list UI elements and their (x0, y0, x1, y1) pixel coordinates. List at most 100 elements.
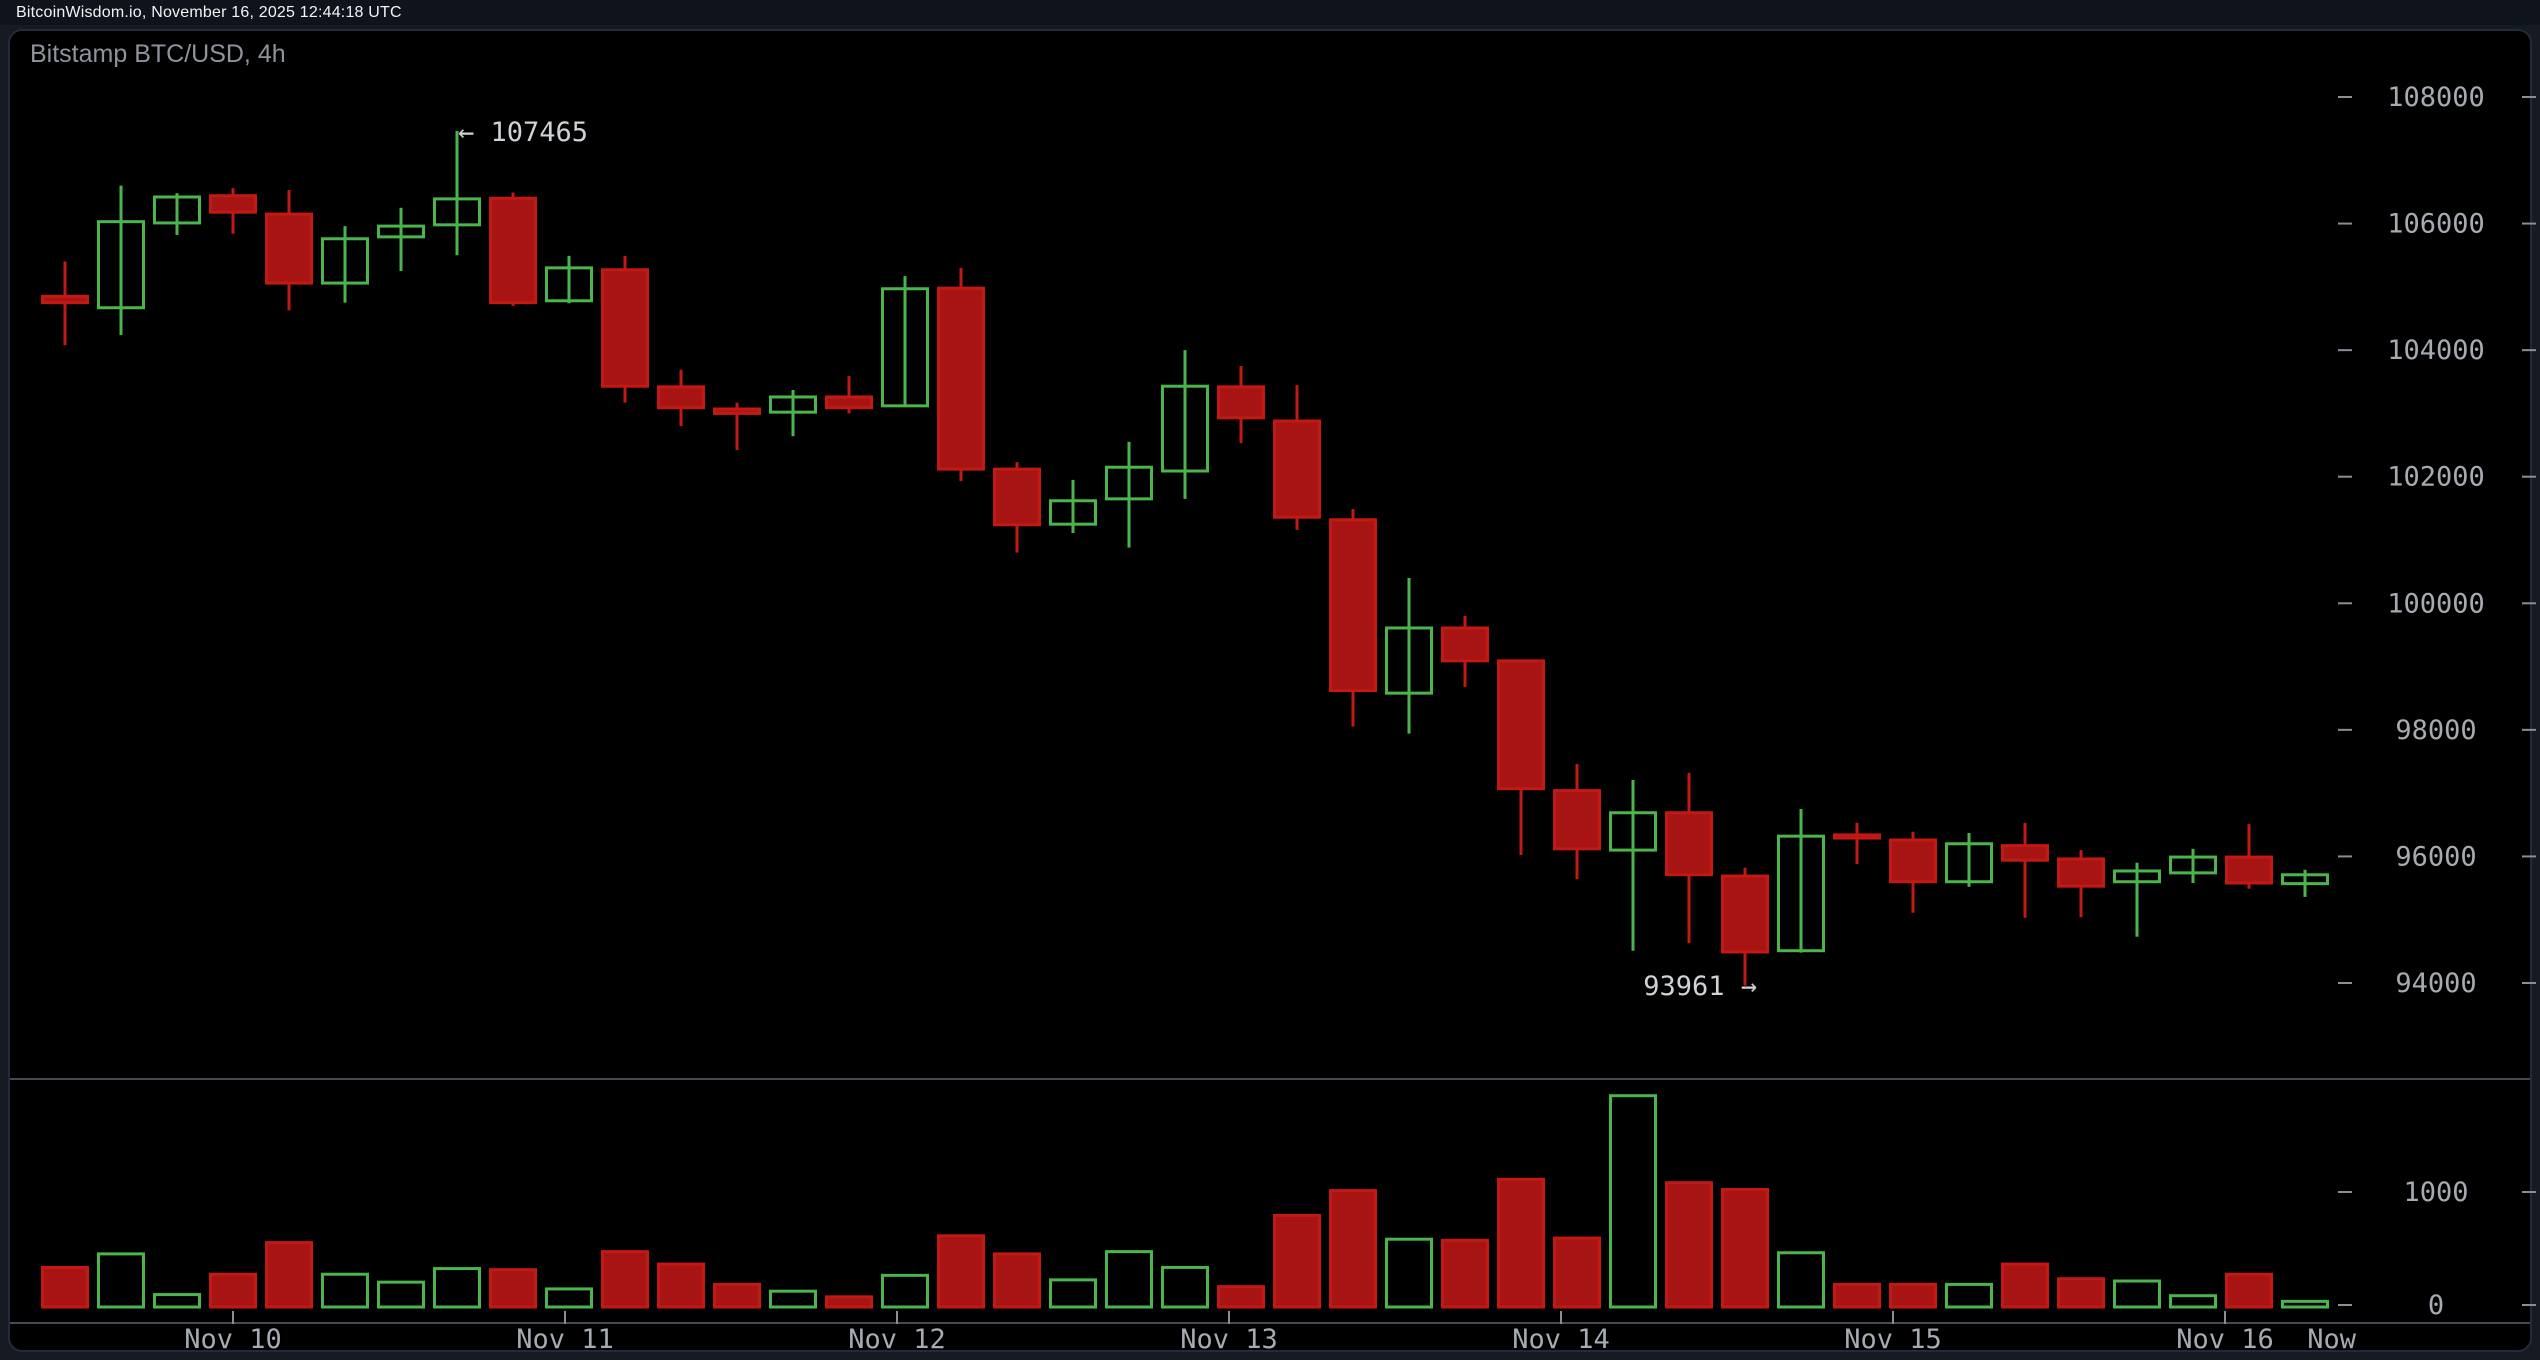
low-price-annotation: 93961 → (1643, 971, 1757, 1002)
volume-bar (209, 1272, 257, 1309)
price-axis-label: 98000 (2395, 715, 2476, 746)
volume-axis-label: 1000 (2403, 1177, 2468, 1208)
volume-bar (321, 1272, 369, 1309)
candle-body (209, 194, 257, 214)
volume-bar (1329, 1189, 1377, 1309)
candle-body (377, 224, 425, 239)
chart-generated-layer: 108000 106000 104000 102000 100000 98000 96000… (10, 82, 2536, 1355)
candle-body (881, 287, 929, 408)
candle-body (1161, 384, 1209, 473)
price-axis-label: 104000 (2387, 335, 2485, 366)
candle-body (2057, 857, 2105, 888)
volume-bar (2057, 1277, 2105, 1309)
volume-bar (1833, 1282, 1881, 1309)
candle-body (769, 395, 817, 414)
volume-bar (377, 1280, 425, 1309)
volume-bar (1777, 1251, 1825, 1309)
candle-body (1441, 626, 1489, 663)
candle-body (433, 197, 481, 227)
volume-axis-label: 0 (2428, 1290, 2444, 1321)
candle-body (825, 395, 873, 410)
candle-body (97, 220, 145, 310)
volume-bar (97, 1252, 145, 1309)
candle-body (1777, 834, 1825, 953)
candle-body (1385, 626, 1433, 695)
candle-body (937, 286, 985, 471)
candle-body (545, 266, 593, 303)
volume-bar (2169, 1294, 2217, 1309)
candle-body (657, 385, 705, 410)
candle-body (1945, 842, 1993, 884)
price-axis-label: 96000 (2395, 841, 2476, 872)
volume-bar (1217, 1285, 1265, 1309)
date-label: Nov 12 (848, 1324, 946, 1355)
date-label: Nov 10 (184, 1324, 282, 1355)
volume-bar (1441, 1238, 1489, 1309)
date-label: Nov 11 (516, 1324, 614, 1355)
status-bar: BitcoinWisdom.io, November 16, 2025 12:4… (0, 0, 2540, 25)
volume-bar (769, 1289, 817, 1309)
volume-bar (2001, 1262, 2049, 1309)
date-label: Nov 15 (1844, 1324, 1942, 1355)
candle-body (1609, 811, 1657, 852)
volume-bar (1945, 1282, 1993, 1309)
candle-body (1497, 659, 1545, 791)
candle-body (153, 195, 201, 225)
date-label: Nov 14 (1512, 1324, 1610, 1355)
volume-bar (1273, 1213, 1321, 1309)
volume-bar (601, 1250, 649, 1309)
volume-bar (713, 1282, 761, 1309)
high-price-annotation: ← 107465 (458, 117, 588, 148)
volume-bar (1497, 1177, 1545, 1309)
candle-body (321, 237, 369, 285)
candle-body (2169, 855, 2217, 875)
candle-body (1049, 499, 1097, 526)
price-axis-label: 102000 (2387, 462, 2485, 493)
candle-body (1665, 811, 1713, 877)
candle-body (1721, 874, 1769, 954)
candle-body (2001, 844, 2049, 862)
volume-bar (1161, 1265, 1209, 1309)
volume-bar (937, 1234, 985, 1309)
volume-bar (2225, 1272, 2273, 1309)
volume-bar (1049, 1278, 1097, 1309)
volume-bar (825, 1295, 873, 1309)
volume-bar (657, 1262, 705, 1309)
volume-bar (433, 1267, 481, 1309)
volume-bar (881, 1273, 929, 1309)
volume-bar (489, 1268, 537, 1309)
chart-container (8, 29, 2532, 1352)
date-label: Nov 13 (1180, 1324, 1278, 1355)
price-axis-label: 94000 (2395, 968, 2476, 999)
candle-body (1273, 419, 1321, 519)
date-label: Nov 16 (2176, 1324, 2274, 1355)
candle-body (1889, 838, 1937, 884)
volume-bar (1665, 1181, 1713, 1309)
volume-bar (1889, 1282, 1937, 1309)
volume-bar (1721, 1187, 1769, 1309)
volume-bar (2281, 1299, 2329, 1309)
candle-body (2281, 873, 2329, 886)
candle-body (265, 212, 313, 285)
price-axis-label: 100000 (2387, 588, 2485, 619)
candle-body (1105, 465, 1153, 501)
candle-body (601, 268, 649, 388)
candle-body (1217, 385, 1265, 420)
volume-bar (153, 1293, 201, 1309)
price-axis-label: 106000 (2387, 209, 2485, 240)
volume-bar (1609, 1094, 1657, 1309)
volume-bar (993, 1252, 1041, 1309)
page-title: Bitstamp BTC/USD, 4h (30, 40, 286, 68)
candle-body (2113, 869, 2161, 884)
volume-bar (41, 1265, 89, 1309)
status-bar-text: BitcoinWisdom.io, November 16, 2025 12:4… (16, 4, 402, 21)
volume-bar (1553, 1236, 1601, 1309)
candle-body (993, 467, 1041, 527)
candle-body (489, 196, 537, 305)
volume-bar (1105, 1250, 1153, 1309)
volume-bar (265, 1241, 313, 1309)
candle-body (713, 407, 761, 415)
volume-bar (1385, 1237, 1433, 1309)
candle-body (1553, 789, 1601, 851)
